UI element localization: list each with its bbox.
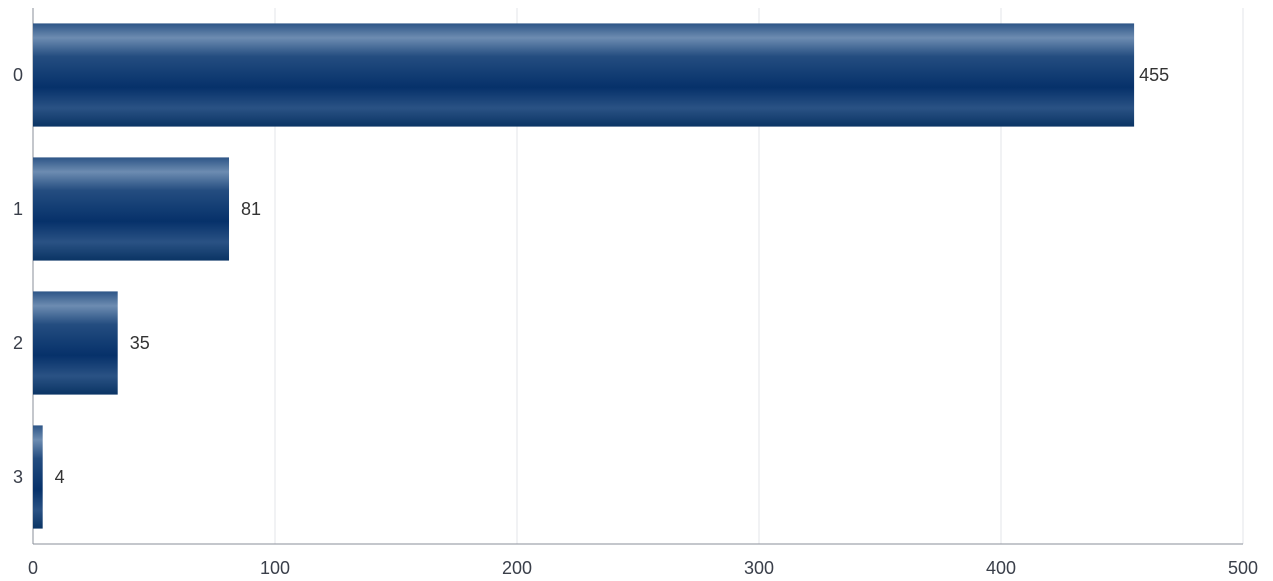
x-tick-label: 0 (28, 558, 38, 578)
x-tick-label: 500 (1228, 558, 1258, 578)
x-tick-label: 100 (260, 558, 290, 578)
data-label-1: 81 (241, 199, 261, 219)
y-category-label: 0 (13, 65, 23, 85)
data-labels: 455 81 35 4 (55, 65, 1169, 487)
data-label-3: 4 (55, 467, 65, 487)
y-category-label: 1 (13, 199, 23, 219)
bar-0 (33, 23, 1135, 127)
x-tick-label: 400 (986, 558, 1016, 578)
data-label-0: 455 (1139, 65, 1169, 85)
bars (33, 23, 1135, 529)
bar-3 (33, 425, 43, 529)
y-category-label: 2 (13, 333, 23, 353)
x-tick-label: 200 (502, 558, 532, 578)
x-tick-label: 300 (744, 558, 774, 578)
y-axis-categories: 0 1 2 3 (13, 65, 23, 487)
bar-2 (33, 291, 118, 395)
x-axis-ticks: 0 100 200 300 400 500 (28, 558, 1258, 578)
data-label-2: 35 (130, 333, 150, 353)
bar-1 (33, 157, 230, 261)
y-category-label: 3 (13, 467, 23, 487)
